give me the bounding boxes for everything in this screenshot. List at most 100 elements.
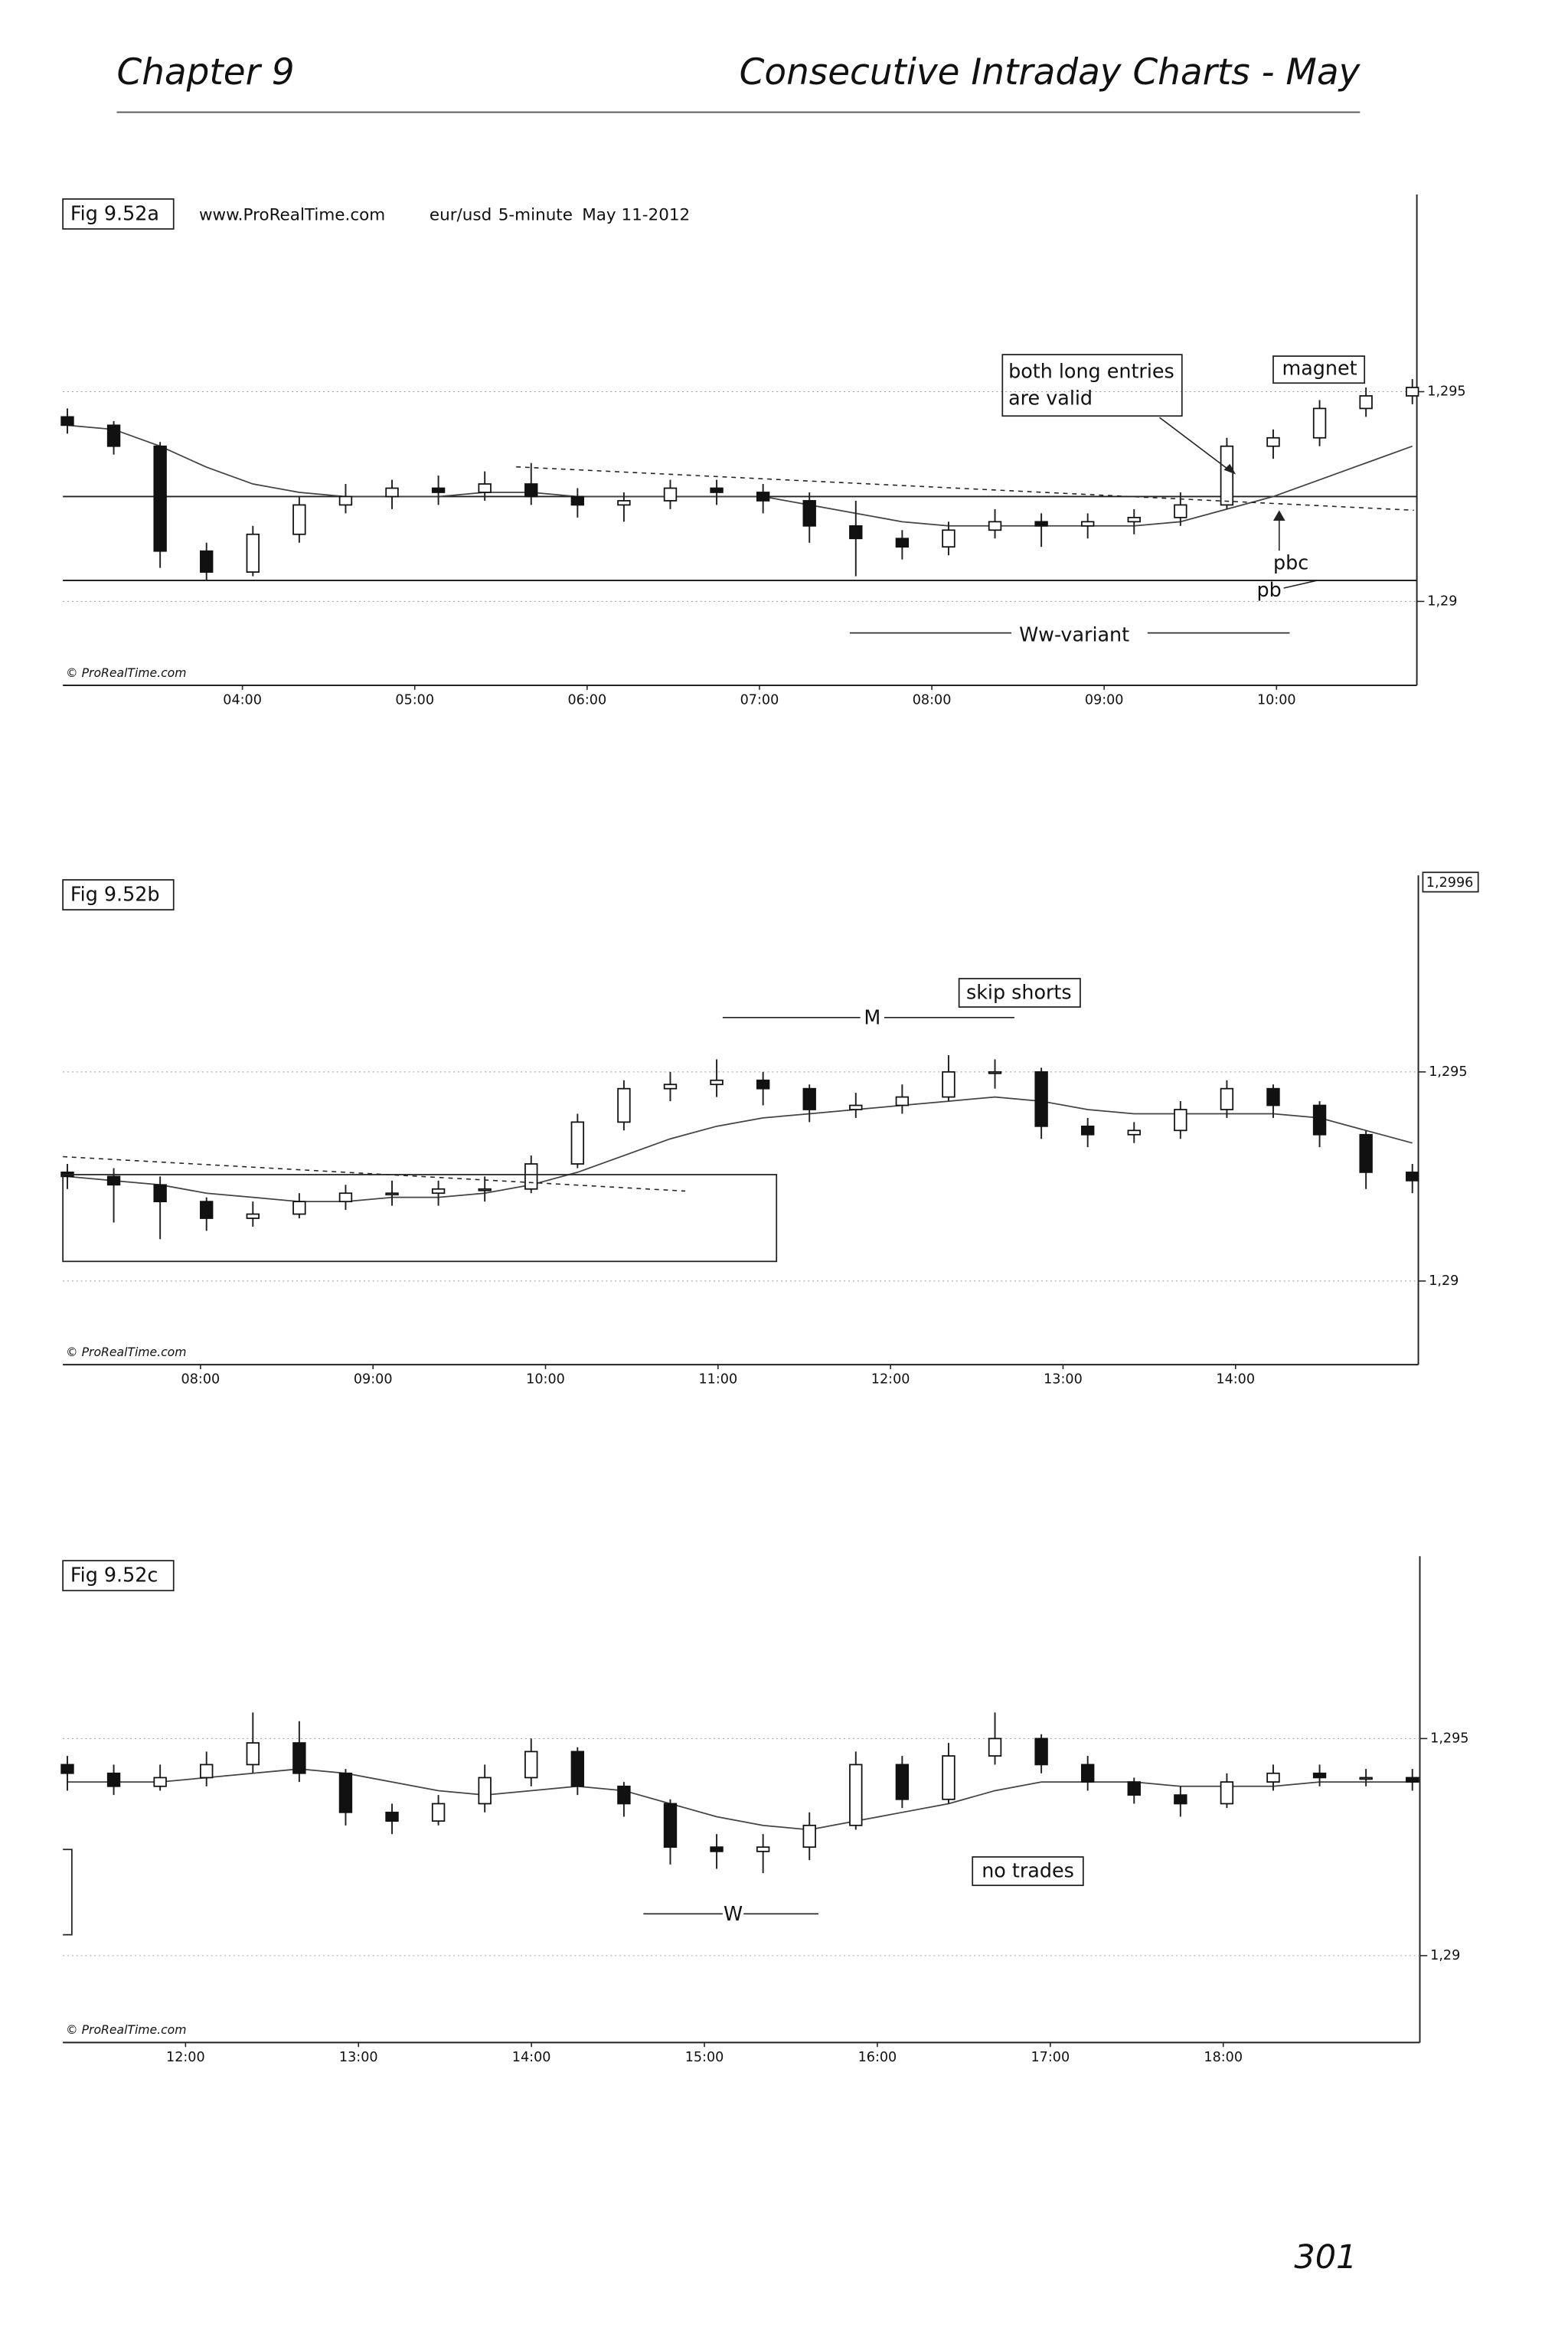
y-tick-label: 1,295: [1430, 1731, 1468, 1746]
x-tick-label: 04:00: [223, 693, 262, 708]
candle-body: [1080, 1764, 1095, 1783]
figure-label: Fig 9.52a: [70, 201, 159, 224]
moving-average: [67, 424, 1413, 527]
candle-body: [617, 500, 631, 506]
candle-body: [246, 1742, 260, 1766]
candle-body: [570, 1750, 585, 1787]
candle-body: [756, 492, 770, 502]
candle-body: [1312, 407, 1327, 439]
candle-body: [478, 1188, 492, 1191]
candle-body: [942, 1071, 956, 1098]
arrow-head: [1272, 510, 1285, 521]
candle-body: [802, 500, 816, 527]
candle-body: [431, 487, 446, 493]
candle-body: [988, 1737, 1002, 1757]
candle-body: [802, 1824, 816, 1849]
x-tick-label: 05:00: [395, 693, 434, 708]
source: www.ProRealTime.com: [199, 205, 385, 224]
candle-body: [292, 504, 306, 535]
candle-body: [895, 1764, 910, 1800]
chapter-title: Consecutive Intraday Charts - May: [740, 51, 1361, 93]
x-tick-label: 12:00: [871, 1372, 910, 1388]
candle-body: [478, 1777, 492, 1805]
candle-body: [246, 533, 260, 573]
candle-body: [1312, 1772, 1327, 1779]
candle-body: [292, 1742, 306, 1774]
candle-body: [756, 1079, 770, 1090]
candle-body: [1080, 521, 1095, 527]
figure-label: Fig 9.52c: [70, 1564, 158, 1587]
candle-body: [1034, 521, 1048, 527]
instrument: eur/usd: [430, 205, 492, 224]
annotation: both long entries: [1008, 360, 1174, 383]
candle-body: [849, 1104, 863, 1110]
pointer-line: [1283, 580, 1317, 589]
x-tick-label: 06:00: [568, 693, 607, 708]
candle-body: [1127, 1129, 1141, 1136]
candle-body: [1266, 1772, 1280, 1783]
credit: © ProRealTime.com: [66, 2022, 186, 2037]
candle-body: [895, 538, 910, 548]
candle-body: [942, 1755, 956, 1800]
x-tick-label: 08:00: [913, 693, 952, 708]
candle-body: [106, 1772, 121, 1787]
x-tick-label: 16:00: [858, 2050, 897, 2065]
x-tick-label: 08:00: [181, 1372, 220, 1388]
candle-body: [60, 416, 74, 427]
range-box: [62, 1174, 778, 1263]
candle-body: [524, 1163, 538, 1190]
candle-body: [1220, 445, 1234, 506]
candle-body: [431, 1188, 446, 1195]
annotation-box: [972, 1856, 1084, 1887]
candle-body: [1174, 504, 1187, 518]
arrow: [1159, 417, 1233, 474]
candle-body: [478, 483, 492, 493]
interval: 5-minute: [498, 205, 573, 224]
candle-body: [756, 1846, 770, 1852]
candle-body: [617, 1087, 631, 1123]
candle-body: [570, 1121, 585, 1165]
x-tick-label: 10:00: [1257, 693, 1296, 708]
candle-body: [153, 1184, 167, 1203]
bracket: [63, 1849, 73, 1936]
candle-body: [1359, 1133, 1373, 1173]
moving-average: [67, 1096, 1413, 1203]
candle-body: [1034, 1737, 1048, 1766]
x-tick-label: 10:00: [526, 1372, 565, 1388]
candle-body: [338, 1772, 353, 1813]
candle-body: [1220, 1781, 1234, 1805]
annotation: Ww-variant: [1019, 623, 1129, 646]
candle-body: [385, 1192, 399, 1196]
candle-body: [292, 1201, 306, 1215]
candle-body: [200, 1764, 214, 1779]
figure-box: [62, 198, 175, 230]
candle-body: [663, 487, 678, 502]
x-tick-label: 14:00: [1216, 1372, 1255, 1388]
candle-body: [1359, 395, 1373, 410]
candle-body: [1174, 1109, 1187, 1132]
candle-body: [663, 1803, 678, 1849]
x-tick-label: 07:00: [740, 693, 779, 708]
candle-body: [710, 487, 724, 493]
candle-body: [106, 424, 121, 447]
candle-body: [60, 1764, 74, 1774]
annotation: pbc: [1273, 551, 1308, 574]
x-tick-label: 13:00: [1044, 1372, 1083, 1388]
candle-body: [988, 521, 1002, 531]
x-tick-label: 17:00: [1031, 2050, 1070, 2065]
candle-body: [570, 495, 585, 506]
candle-body: [246, 1213, 260, 1219]
candle-body: [1312, 1104, 1327, 1136]
x-tick-label: 09:00: [1085, 693, 1124, 708]
candle-body: [1034, 1071, 1048, 1127]
candle-body: [153, 1777, 167, 1787]
candle-body: [1174, 1794, 1187, 1805]
candle-body: [1406, 1777, 1419, 1783]
candle-body: [1127, 1781, 1141, 1796]
chapter: Chapter 9: [116, 51, 294, 93]
y-tick-label: 1,295: [1427, 384, 1465, 400]
candle-body: [106, 1175, 121, 1186]
candle-body: [1359, 1777, 1373, 1780]
credit: © ProRealTime.com: [66, 1345, 186, 1359]
